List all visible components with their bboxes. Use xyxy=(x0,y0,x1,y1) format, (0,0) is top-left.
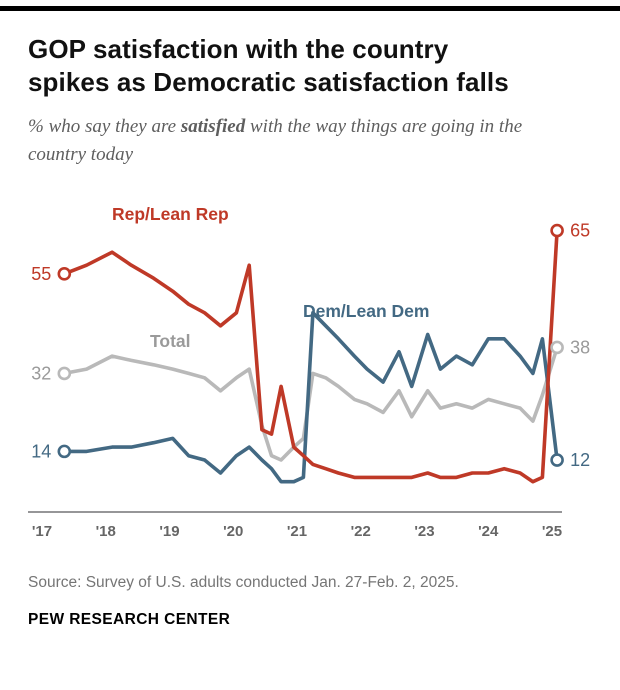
x-tick-label-2025: '25 xyxy=(542,523,562,540)
subtitle-pre: % who say they are xyxy=(28,115,181,137)
page-subtitle: % who say they are satisfied with the wa… xyxy=(28,113,573,170)
series-end-point-rep xyxy=(550,223,564,237)
series-start-point-rep xyxy=(57,266,72,281)
x-tick-label-2018: '18 xyxy=(96,523,116,540)
source-note: Source: Survey of U.S. adults conducted … xyxy=(28,573,459,591)
series-line-dem xyxy=(62,310,559,484)
series-name-label-dem: Dem/Lean Dem xyxy=(303,301,429,321)
x-tick-label-2021: '21 xyxy=(287,523,307,540)
series-line-rep xyxy=(62,228,559,484)
x-tick-label-2019: '19 xyxy=(159,523,179,540)
x-tick-label-2020: '20 xyxy=(223,523,243,540)
end-value-label-total: 38 xyxy=(570,337,590,357)
brand-footer: PEW RESEARCH CENTER xyxy=(28,610,231,628)
page-title-line-2: spikes as Democratic satisfaction falls xyxy=(28,67,509,98)
end-value-label-dem: 12 xyxy=(570,450,590,470)
start-value-label-dem: 14 xyxy=(31,441,51,461)
x-tick-label-2022: '22 xyxy=(351,523,371,540)
series-name-label-rep: Rep/Lean Rep xyxy=(112,204,229,224)
series-start-point-total xyxy=(57,366,72,380)
start-value-label-rep: 55 xyxy=(31,263,51,283)
page-title-line-1: GOP satisfaction with the country xyxy=(28,34,449,64)
series-name-label-total: Total xyxy=(150,331,191,351)
satisfaction-chart: '17 '18 '19 '20 '21 '22 '23 '24 '25 32 38 Total 14 12… xyxy=(28,204,590,540)
subtitle-bold-word: satisfied xyxy=(180,115,246,137)
report-card: GOP satisfaction with the country spikes… xyxy=(0,33,620,170)
start-value-label-total: 32 xyxy=(31,363,51,383)
series-end-point-dem xyxy=(550,452,564,467)
series-start-point-dem xyxy=(57,444,72,458)
page-title: GOP satisfaction with the country spikes… xyxy=(28,33,592,100)
x-tick-label-2017: '17 xyxy=(32,523,52,540)
series-end-point-total xyxy=(550,340,564,354)
end-value-label-rep: 65 xyxy=(570,220,590,240)
subtitle-post: with the way things are going in the cou… xyxy=(28,115,523,166)
top-rule xyxy=(0,6,620,11)
x-tick-label-2023: '23 xyxy=(414,523,434,540)
x-tick-label-2024: '24 xyxy=(478,523,499,540)
series-line-total xyxy=(62,345,559,462)
